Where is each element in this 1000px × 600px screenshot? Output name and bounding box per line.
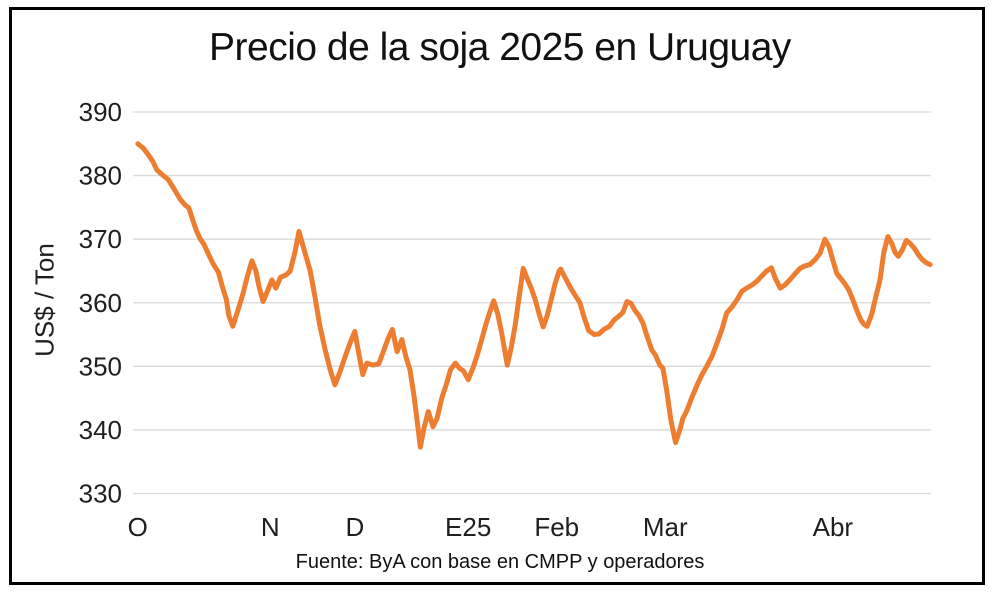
x-tick-label: O (128, 512, 148, 542)
x-tick-label: N (261, 512, 280, 542)
y-tick-label: 330 (79, 479, 122, 509)
x-tick-label: Feb (534, 512, 579, 542)
y-tick-label: 380 (79, 161, 122, 191)
price-line (135, 141, 933, 450)
y-tick-label: 360 (79, 288, 122, 318)
x-tick-label: Mar (643, 512, 688, 542)
y-tick-label: 390 (79, 97, 122, 127)
y-tick-label: 370 (79, 224, 122, 254)
x-tick-label: E25 (445, 512, 491, 542)
x-tick-label: D (345, 512, 364, 542)
y-tick-label: 350 (79, 351, 122, 381)
y-tick-label: 340 (79, 415, 122, 445)
source-note: Fuente: ByA con base en CMPP y operadore… (295, 551, 705, 573)
chart-title: Precio de la soja 2025 en Uruguay (209, 26, 791, 69)
chart-border (9, 7, 985, 585)
x-tick-label: Abr (813, 512, 854, 542)
